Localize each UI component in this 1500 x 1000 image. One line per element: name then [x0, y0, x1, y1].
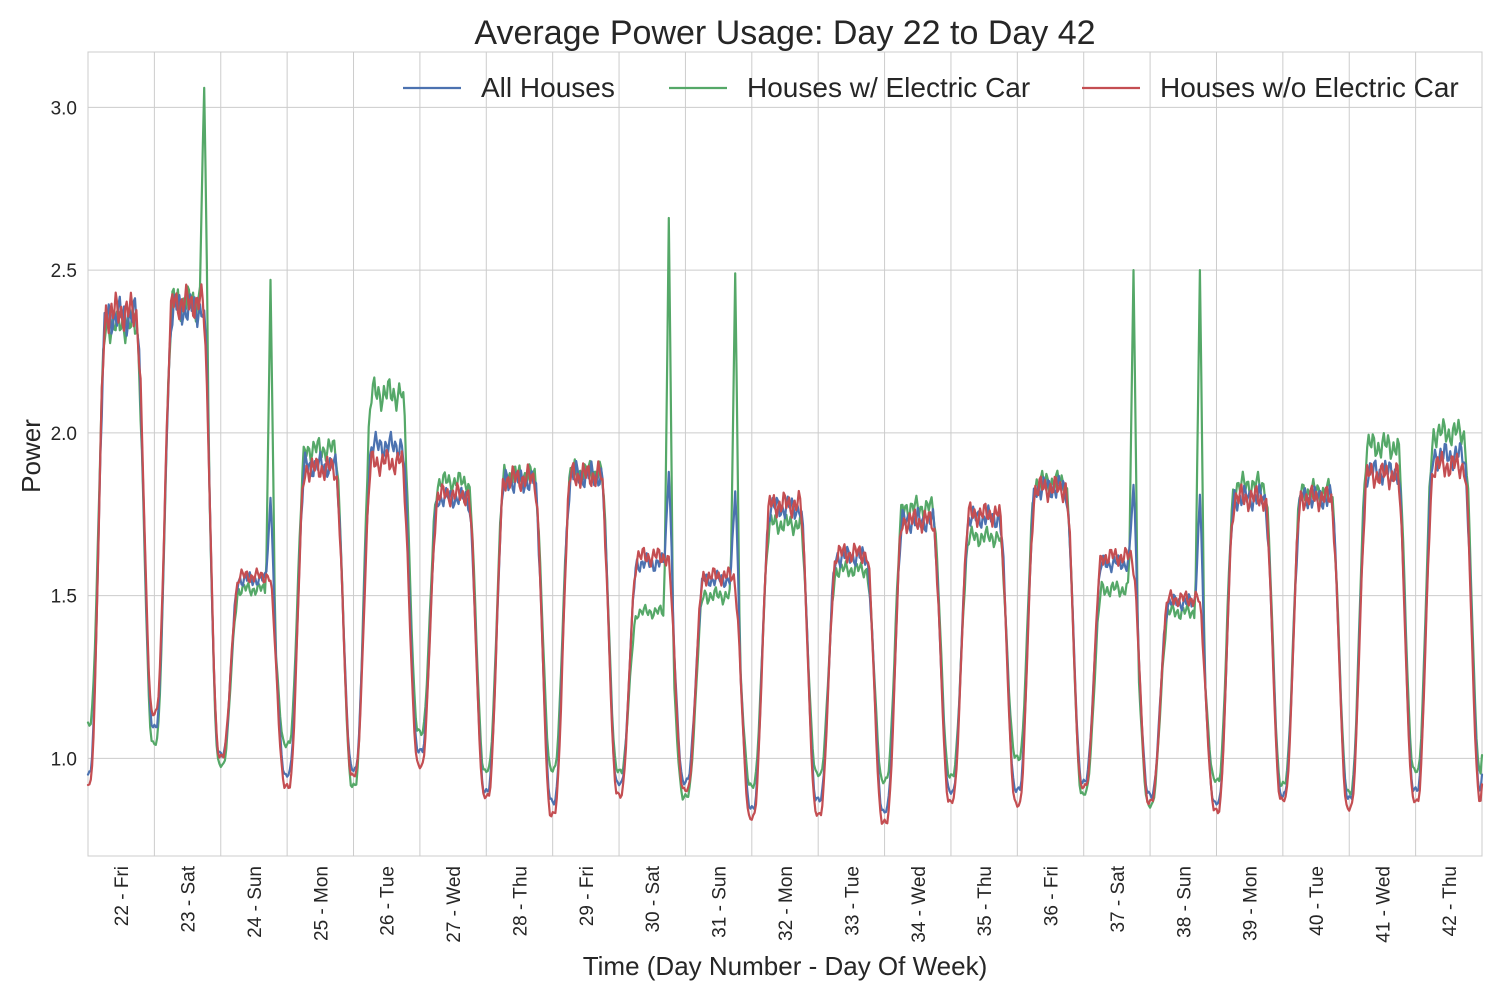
- x-tick-label: 27 - Wed: [444, 866, 465, 943]
- x-tick-label: 33 - Tue: [842, 866, 863, 936]
- y-tick-label: 1.5: [51, 587, 77, 608]
- x-tick-labels: 22 - Fri 23 - Sat 24 - Sun 25 - Mon 26 - Tue…: [112, 865, 1461, 942]
- series-lines: [86, 86, 1484, 825]
- legend-label-without-electric-car: Houses w/o Electric Car: [1160, 72, 1459, 103]
- x-tick-label: 36 - Fri: [1042, 866, 1063, 926]
- y-tick-label: 1.0: [51, 749, 77, 770]
- x-tick-label: 35 - Thu: [975, 866, 996, 936]
- x-tick-label: 28 - Thu: [510, 866, 531, 936]
- y-axis-title: Power: [16, 419, 46, 493]
- plot-frame: [87, 51, 1483, 857]
- x-tick-label: 30 - Sat: [643, 865, 664, 932]
- x-tick-label: 31 - Sun: [710, 866, 731, 938]
- legend: All Houses Houses w/ Electric Car Houses…: [403, 72, 1459, 103]
- x-tick-label: 29 - Fri: [577, 866, 598, 926]
- y-tick-label: 2.5: [51, 261, 77, 282]
- x-tick-label: 32 - Mon: [776, 866, 797, 941]
- y-tick-label: 2.0: [51, 424, 77, 445]
- x-tick-label: 38 - Sun: [1174, 866, 1195, 938]
- x-axis-title: Time (Day Number - Day Of Week): [583, 951, 988, 981]
- chart-title: Average Power Usage: Day 22 to Day 42: [474, 14, 1095, 52]
- x-tick-label: 42 - Thu: [1440, 866, 1461, 936]
- x-tick-label: 22 - Fri: [112, 866, 133, 926]
- y-tick-label: 3.0: [51, 98, 77, 119]
- x-tick-label: 37 - Sat: [1108, 865, 1129, 932]
- x-tick-label: 34 - Wed: [909, 866, 930, 943]
- x-tick-label: 25 - Mon: [311, 866, 332, 941]
- x-tick-label: 39 - Mon: [1241, 866, 1262, 941]
- x-tick-label: 40 - Tue: [1307, 866, 1328, 936]
- legend-label-with-electric-car: Houses w/ Electric Car: [747, 72, 1030, 103]
- x-tick-label: 24 - Sun: [245, 866, 266, 938]
- x-tick-label: 26 - Tue: [378, 866, 399, 936]
- x-tick-label: 41 - Wed: [1373, 866, 1394, 943]
- series-line-houses-w-o-electric-car: [86, 283, 1484, 825]
- legend-label-all-houses: All Houses: [481, 72, 615, 103]
- y-tick-labels: 1.0 1.5 2.0 2.5 3.0: [51, 98, 77, 770]
- x-tick-label: 23 - Sat: [179, 865, 200, 932]
- series-line-all-houses: [86, 293, 1484, 814]
